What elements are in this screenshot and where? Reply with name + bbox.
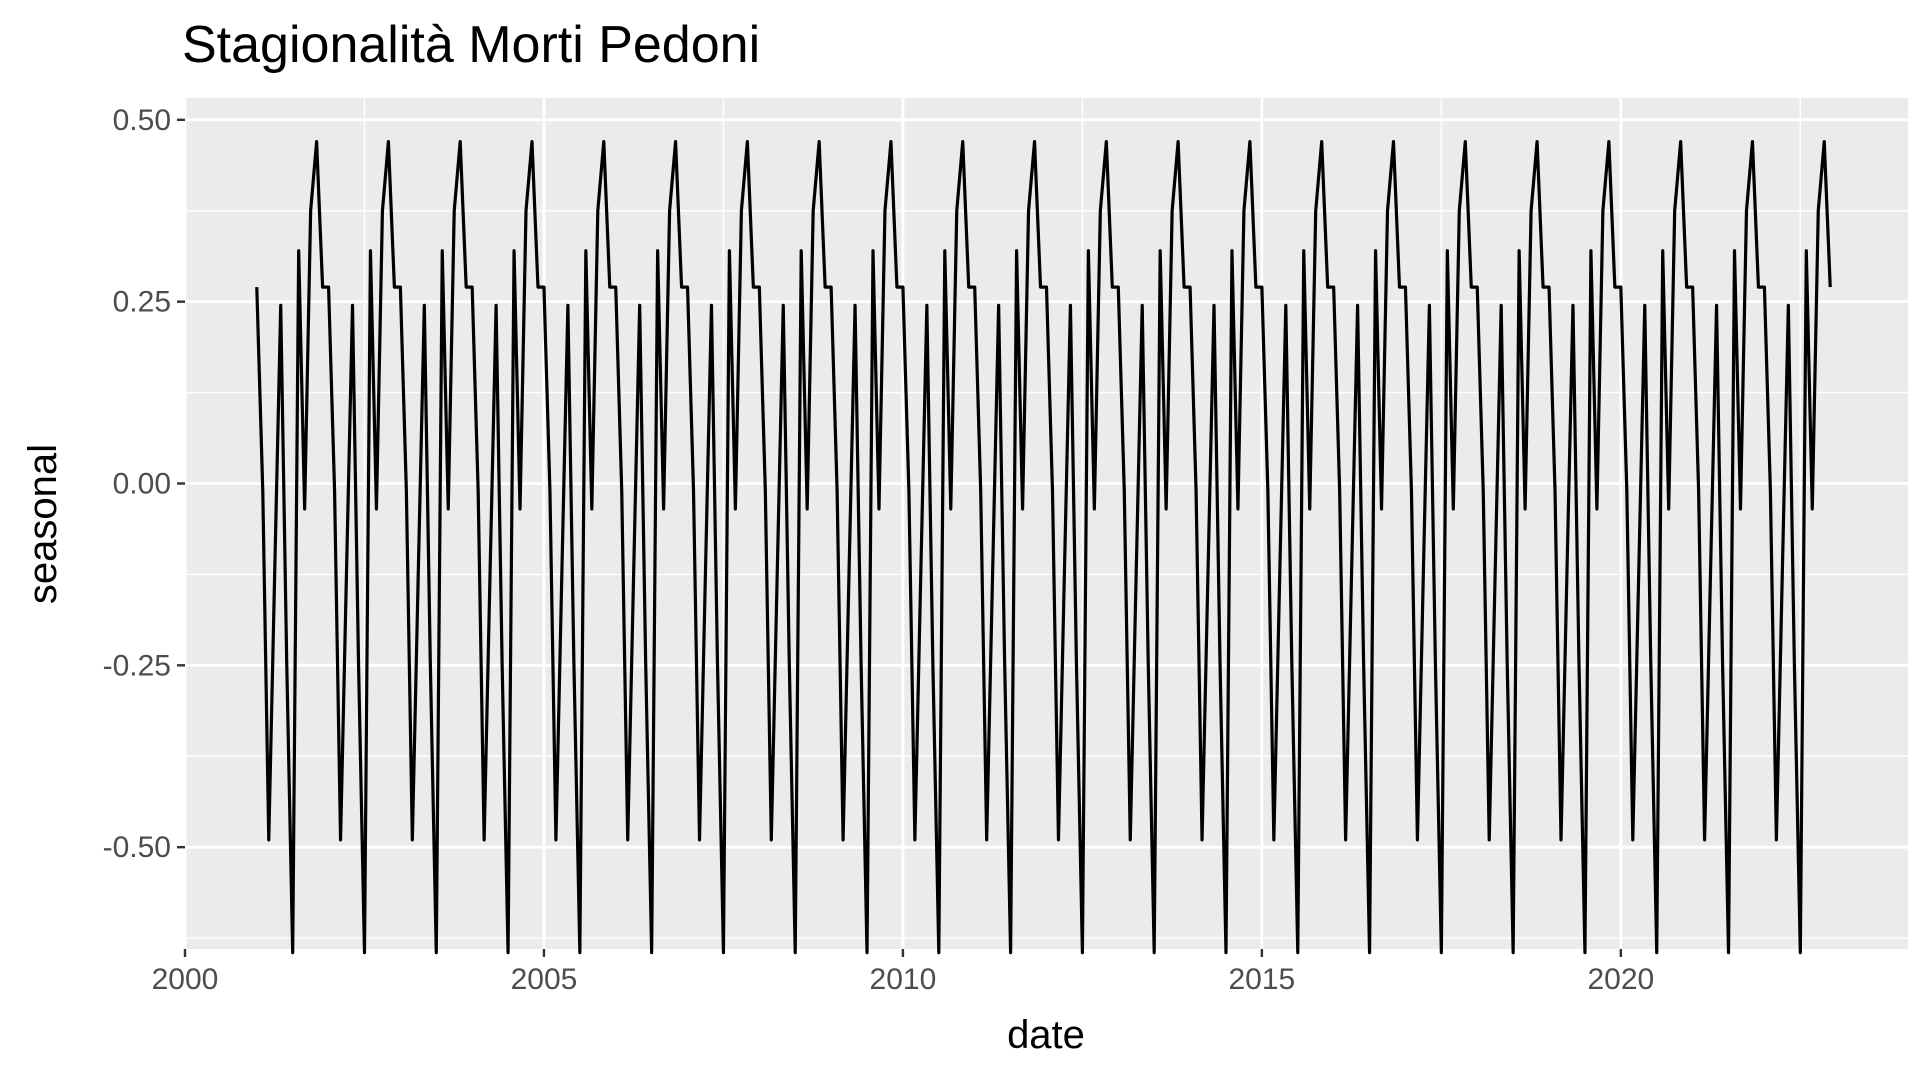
y-tick-label: 0.25 — [113, 286, 171, 319]
y-tick-label: 0.00 — [113, 467, 171, 500]
y-tick-label: -0.50 — [103, 831, 171, 864]
chart-title: Stagionalità Morti Pedoni — [182, 16, 760, 74]
x-tick-label: 2005 — [511, 963, 578, 996]
x-tick-label: 2010 — [870, 963, 937, 996]
x-axis-title: date — [1007, 1013, 1085, 1057]
y-tick-label: 0.50 — [113, 104, 171, 137]
seasonal-series-line — [255, 140, 1832, 955]
x-axis: 2000 2005 2010 2015 2020 — [152, 949, 1654, 996]
x-tick-label: 2020 — [1587, 963, 1654, 996]
x-tick-label: 2000 — [152, 963, 219, 996]
x-tick-label: 2015 — [1229, 963, 1296, 996]
y-axis-title: seasonal — [21, 444, 65, 604]
y-axis: 0.50 0.25 0.00 -0.25 -0.50 — [103, 104, 185, 864]
y-tick-label: -0.25 — [103, 649, 171, 682]
